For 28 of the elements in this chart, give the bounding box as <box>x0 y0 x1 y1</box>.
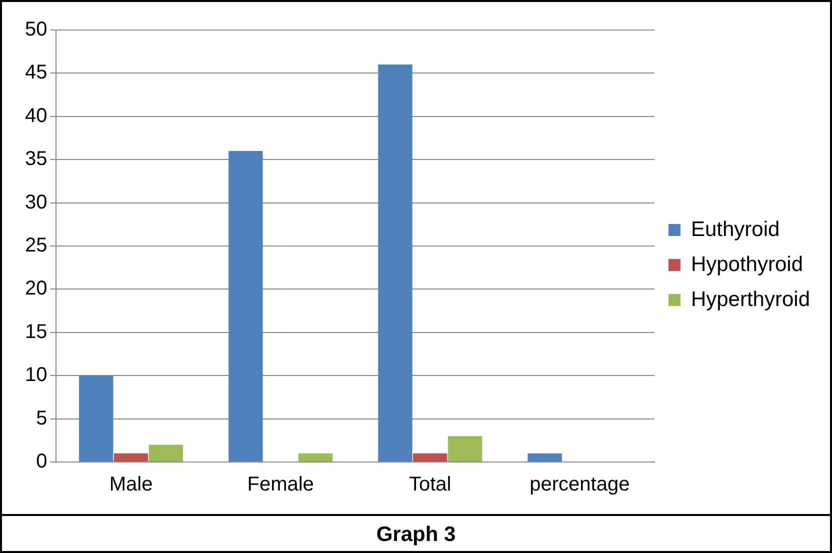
bar <box>148 444 184 462</box>
bar <box>114 453 148 462</box>
bar <box>378 64 412 462</box>
legend-label: Hypothyroid <box>690 252 804 276</box>
x-tick-label: Female <box>247 474 314 496</box>
bar <box>298 453 333 462</box>
bar <box>413 453 448 462</box>
bar <box>448 436 482 462</box>
x-tick-label: Total <box>409 474 452 496</box>
x-tick-label: percentage <box>530 474 630 496</box>
y-tick-label: 25 <box>24 234 48 257</box>
y-tick-label: 10 <box>24 364 48 386</box>
bar <box>79 376 114 462</box>
text: Graph 3 <box>2 514 830 553</box>
y-tick-label: 35 <box>24 148 48 170</box>
y-tick-label: 20 <box>24 278 48 300</box>
legend-label: Hyperthyroid <box>690 288 810 311</box>
y-tick-label: 5 <box>36 407 48 430</box>
y-tick-label: 0 <box>36 450 48 473</box>
legend-label: Euthyroid <box>690 218 780 241</box>
y-tick-label: 15 <box>24 320 48 343</box>
y-tick-label: 40 <box>24 104 48 127</box>
x-tick-label: Male <box>109 474 153 496</box>
y-tick-label: 45 <box>24 62 48 84</box>
y-tick-label: 30 <box>24 191 48 214</box>
y-tick-label: 50 <box>24 18 48 41</box>
bar <box>228 150 263 462</box>
bar <box>528 453 562 462</box>
